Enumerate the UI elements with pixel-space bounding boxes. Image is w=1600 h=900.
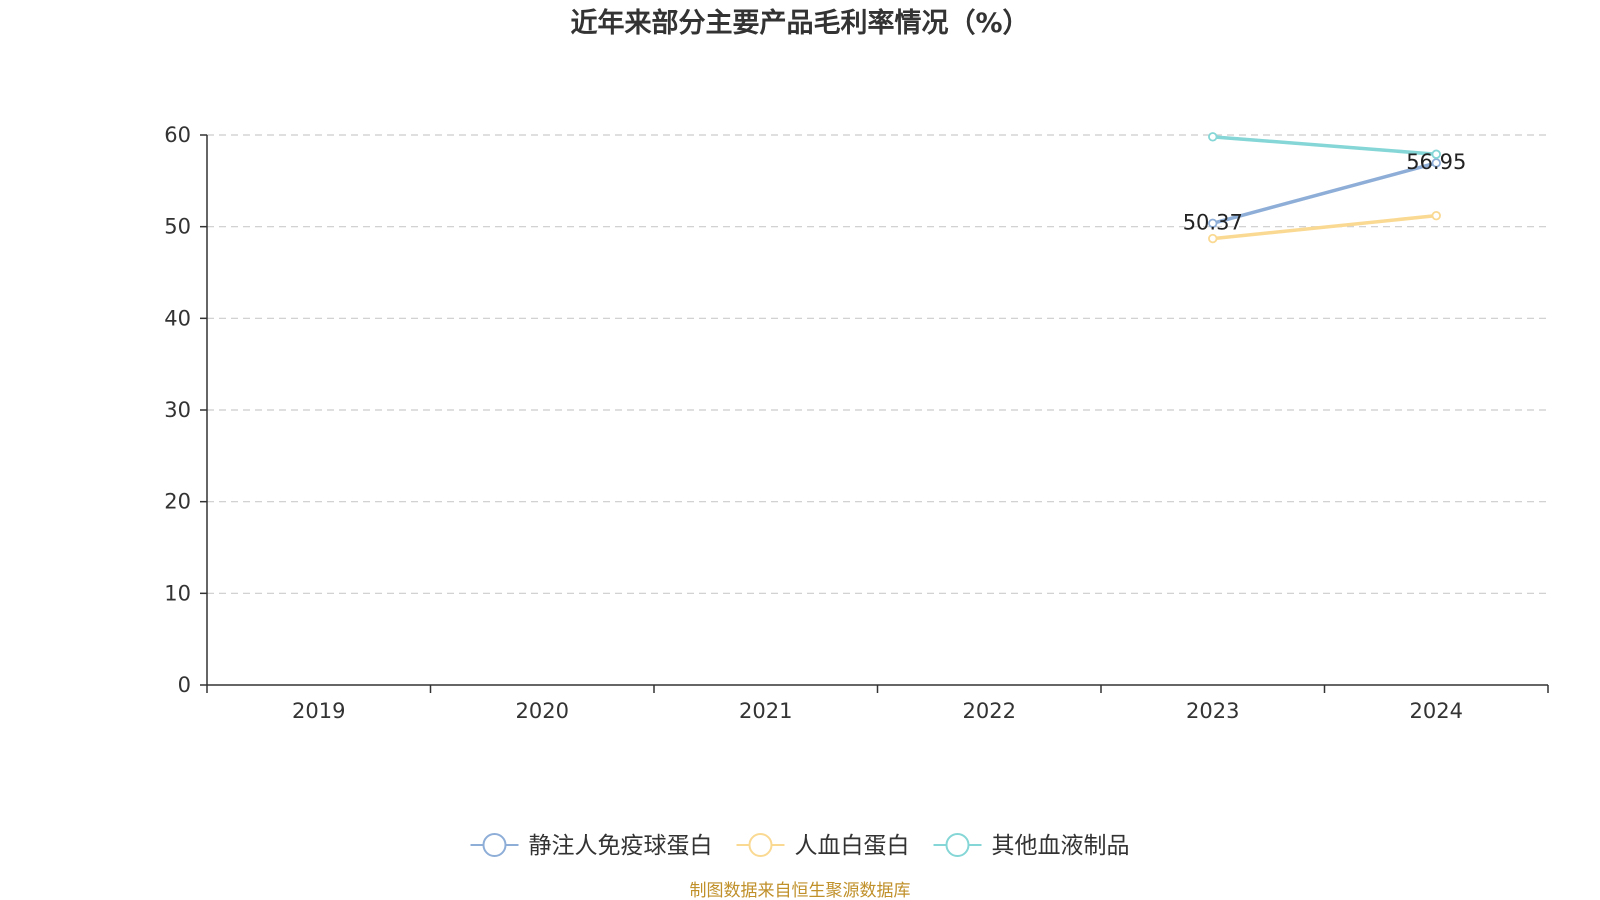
y-tick-label: 20 <box>164 490 191 514</box>
legend-label: 人血白蛋白 <box>795 833 910 859</box>
series-line-2 <box>1212 135 1437 156</box>
legend-label: 静注人免疫球蛋白 <box>529 833 713 859</box>
series-line-1 <box>1212 213 1437 241</box>
legend-circle-icon <box>748 833 773 857</box>
axis-layer: 0 10 20 30 40 50 60 2019 2020 2021 2022 2023 2024 <box>164 123 1549 723</box>
data-point-1-5[interactable] <box>1431 210 1441 221</box>
series-layer <box>1208 132 1441 244</box>
x-tick-label-2024: 2024 <box>1410 699 1463 723</box>
legend-item-0[interactable]: 静注人免疫球蛋白 <box>470 833 713 859</box>
legend-item-2[interactable]: 其他血液制品 <box>933 833 1130 859</box>
data-label-layer: 50.37 56.95 <box>1183 150 1467 234</box>
data-point-1-4[interactable] <box>1208 233 1218 244</box>
y-tick-label: 0 <box>178 673 191 697</box>
legend-circle-icon <box>945 833 970 857</box>
y-tick-label: 40 <box>164 306 191 330</box>
y-tick-label: 30 <box>164 398 191 422</box>
legend-label: 其他血液制品 <box>992 833 1130 859</box>
data-point-0-5[interactable] <box>1431 158 1441 168</box>
y-tick-label: 60 <box>164 123 191 147</box>
series-line-0 <box>1212 161 1437 225</box>
y-tick-label: 10 <box>164 581 191 605</box>
data-point-0-4[interactable] <box>1208 218 1218 228</box>
x-tick-label-2021: 2021 <box>739 699 792 723</box>
data-label-0-5: 56.95 <box>1406 150 1466 174</box>
legend-circle-icon <box>482 833 507 857</box>
data-point-2-5[interactable] <box>1431 149 1441 159</box>
chart-title: 近年来部分主要产品毛利率情况（%） <box>570 7 1029 39</box>
legend-item-1[interactable]: 人血白蛋白 <box>736 833 910 859</box>
x-tick-label-2019: 2019 <box>292 699 345 723</box>
y-tick-label: 50 <box>164 215 191 239</box>
x-tick-label-2020: 2020 <box>516 699 569 723</box>
data-label-0-4: 50.37 <box>1183 210 1243 234</box>
x-tick-label-2023: 2023 <box>1186 699 1239 723</box>
data-point-2-4[interactable] <box>1208 132 1218 142</box>
grid-layer <box>207 134 1548 594</box>
x-tick-label-2022: 2022 <box>963 699 1016 723</box>
source-note: 制图数据来自恒生聚源数据库 <box>690 881 911 900</box>
legend[interactable]: 静注人免疫球蛋白 人血白蛋白 其他血液制品 <box>470 833 1130 859</box>
